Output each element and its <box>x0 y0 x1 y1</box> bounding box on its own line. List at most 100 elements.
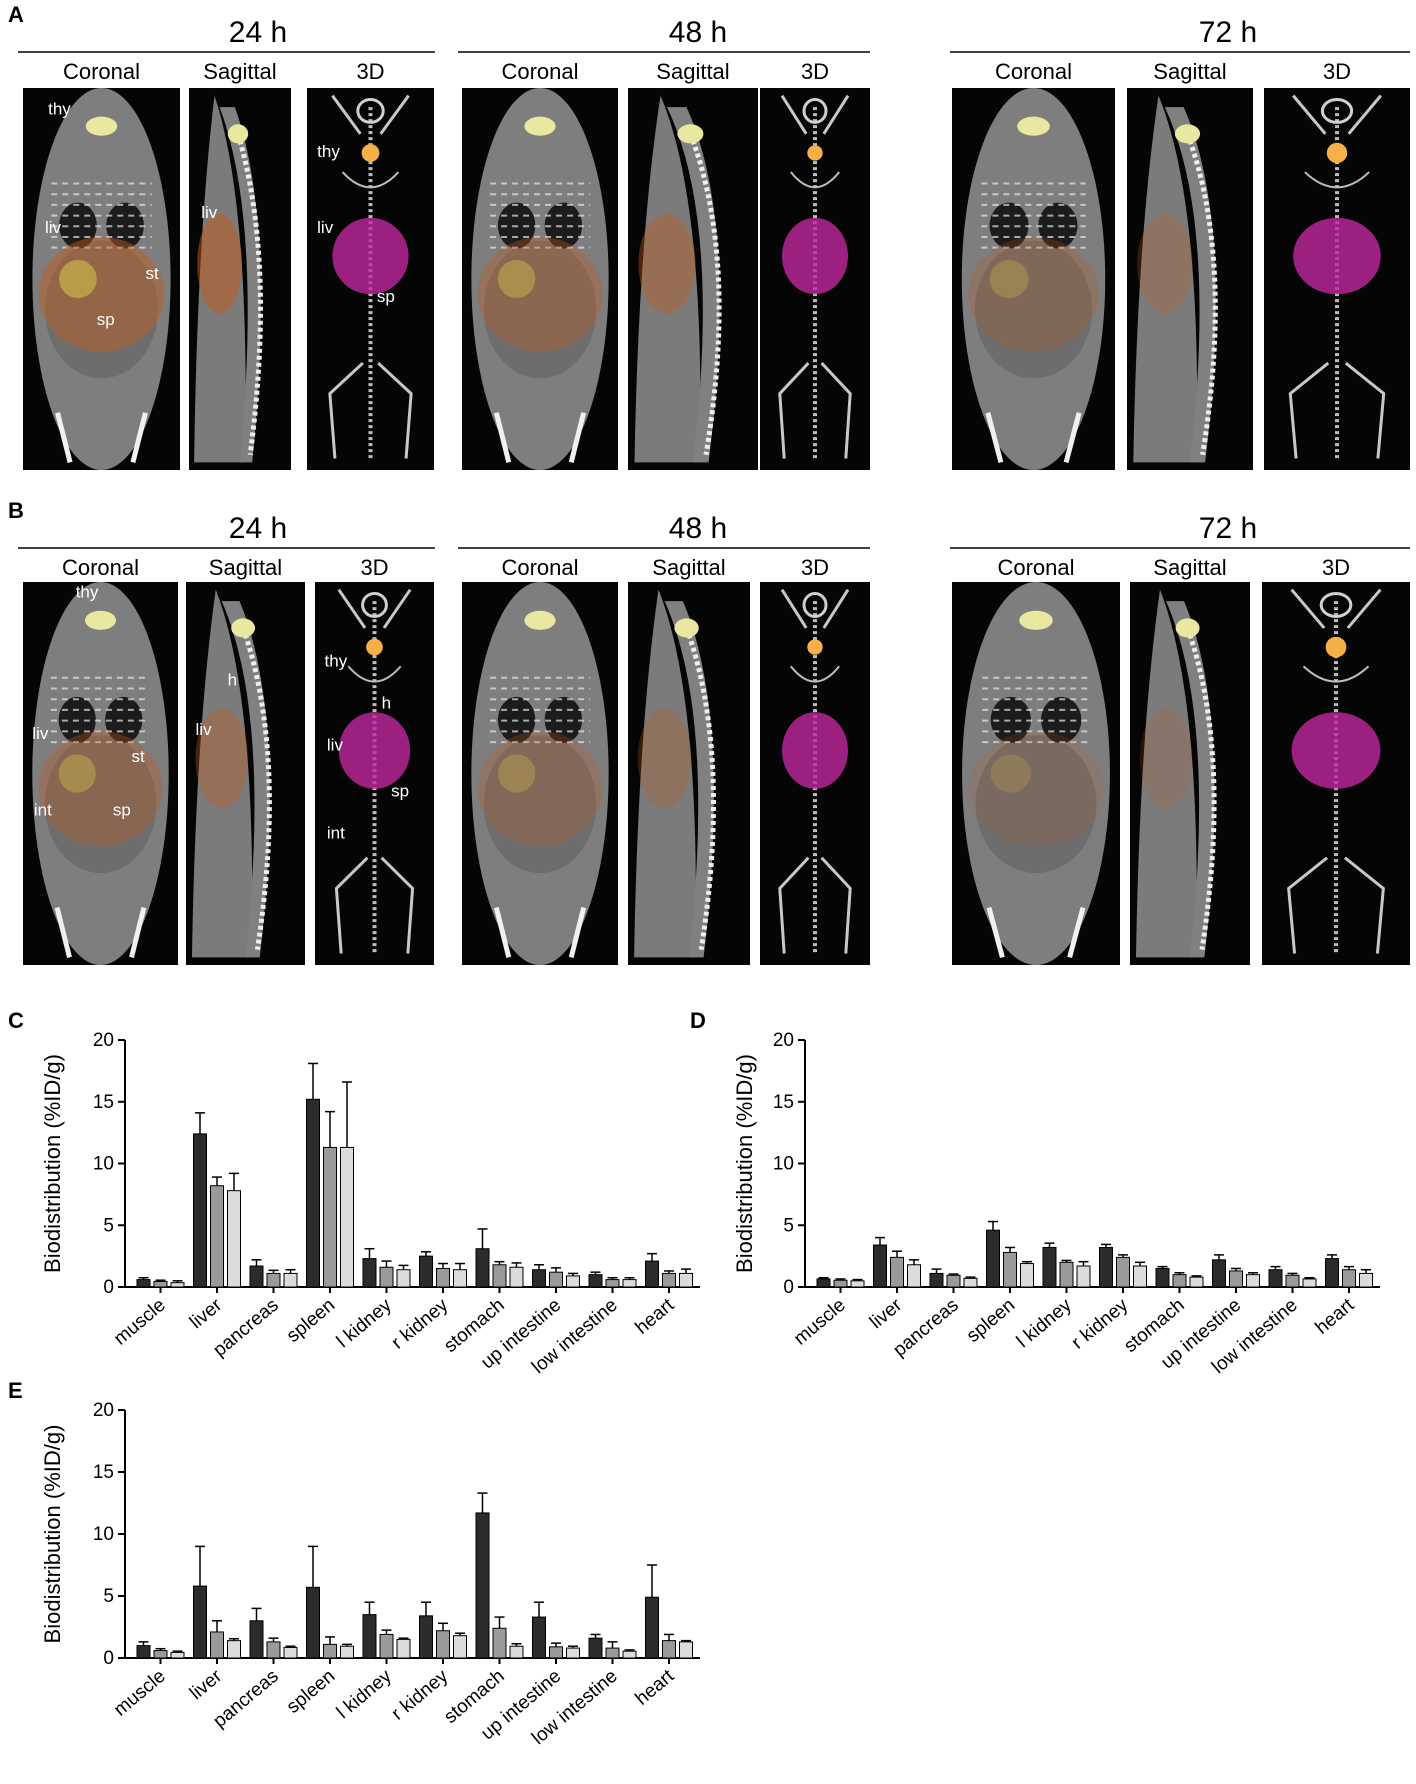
y-axis-label: Biodistribution (%ID/g) <box>40 1425 65 1644</box>
skeleton-forelimbs <box>780 94 850 135</box>
thyroid-uptake <box>1019 610 1053 630</box>
thyroid-uptake <box>231 618 256 638</box>
skeleton-ribs <box>790 171 840 189</box>
bar <box>1325 1258 1339 1288</box>
bar <box>662 1640 676 1659</box>
organ-label: thy <box>317 142 340 161</box>
skeleton-forelimbs <box>331 94 410 135</box>
thyroid-uptake <box>807 145 823 161</box>
view-label: 3D <box>1323 59 1351 84</box>
liver-hotspot <box>59 259 97 299</box>
femur-left <box>55 412 73 463</box>
skeleton-skull <box>361 591 388 618</box>
femur-right <box>568 906 587 958</box>
y-tick-label: 0 <box>783 1277 794 1298</box>
bar <box>929 1272 944 1288</box>
view-label: Sagittal <box>652 555 725 580</box>
x-tick-label: spleen <box>283 1666 339 1718</box>
thyroid-uptake <box>807 639 823 655</box>
bar <box>170 1651 185 1659</box>
scan-image <box>1264 88 1410 470</box>
organ-label: sp <box>391 781 409 800</box>
bar <box>850 1280 865 1288</box>
bar <box>453 1269 467 1288</box>
bar <box>379 1633 394 1659</box>
view-label: Coronal <box>63 59 140 84</box>
thyroid-uptake <box>85 116 118 136</box>
spine <box>688 132 722 456</box>
skeleton-ribs <box>341 171 400 189</box>
y-tick-label: 5 <box>103 1586 114 1607</box>
bar <box>622 1279 637 1288</box>
bar <box>210 1185 224 1288</box>
bar <box>873 1244 887 1288</box>
x-tick-label: spleen <box>283 1295 339 1347</box>
bar <box>549 1646 563 1659</box>
bar <box>396 1269 411 1288</box>
bar <box>890 1256 904 1288</box>
bar <box>396 1638 411 1659</box>
bar <box>1268 1269 1283 1288</box>
y-tick-label: 15 <box>93 1462 114 1483</box>
bar <box>1116 1256 1130 1288</box>
bar <box>588 1274 603 1288</box>
scan-image <box>1130 582 1250 965</box>
skeleton-ribs <box>1304 171 1370 189</box>
thyroid-uptake <box>1017 116 1050 136</box>
liver-uptake <box>477 236 603 352</box>
bar <box>153 1650 168 1659</box>
skeleton-hindlimbs <box>778 362 852 459</box>
liver-uptake <box>38 731 163 847</box>
bar <box>566 1647 580 1659</box>
panel-letter: D <box>690 1008 706 1033</box>
thyroid-uptake <box>366 638 383 656</box>
bar <box>622 1650 637 1659</box>
view-label: Sagittal <box>1153 555 1226 580</box>
view-label: Coronal <box>62 555 139 580</box>
view-label: Coronal <box>501 59 578 84</box>
scan-image <box>1262 582 1410 965</box>
bar <box>323 1643 337 1659</box>
bar <box>419 1255 433 1288</box>
x-tick-label: heart <box>1312 1294 1359 1338</box>
abdominal-uptake <box>782 712 848 789</box>
skeleton-ribs <box>1302 665 1370 683</box>
y-tick-label: 10 <box>773 1154 794 1175</box>
bar <box>475 1512 490 1659</box>
femur-left <box>493 412 512 463</box>
skeleton-skull <box>802 591 828 618</box>
liver-hotspot <box>989 259 1029 299</box>
skeleton-hindlimbs <box>1288 361 1386 459</box>
bar <box>1302 1278 1317 1288</box>
y-tick-label: 0 <box>103 1648 114 1669</box>
bar <box>1003 1251 1017 1288</box>
body-profile <box>634 589 696 958</box>
thyroid-uptake <box>674 618 699 638</box>
bar <box>509 1266 524 1288</box>
x-tick-label: liver <box>186 1665 227 1704</box>
skeleton-skull <box>1320 97 1354 124</box>
organ-label: h <box>228 670 237 689</box>
view-label: Sagittal <box>209 555 282 580</box>
bar <box>946 1274 961 1288</box>
scan-image <box>462 582 618 965</box>
x-tick-label: l kidney <box>1013 1294 1076 1352</box>
bar <box>436 1630 450 1659</box>
skeleton-forelimbs <box>780 588 850 629</box>
bar <box>1133 1265 1147 1288</box>
organ-label: liv <box>327 736 344 755</box>
bar <box>532 1269 546 1288</box>
skeleton-ribs <box>790 665 840 683</box>
skeleton-forelimbs <box>337 588 412 629</box>
bar <box>492 1627 507 1659</box>
view-label: Sagittal <box>203 59 276 84</box>
x-tick-label: l kidney <box>333 1665 396 1723</box>
bar <box>340 1146 354 1288</box>
scan-image: thy liv st int sp <box>23 582 178 965</box>
abdominal-uptake <box>1291 712 1381 789</box>
y-tick-label: 0 <box>103 1277 114 1298</box>
y-tick-label: 20 <box>773 1030 794 1051</box>
panel-letter: A <box>8 2 24 27</box>
femur-right <box>130 412 148 463</box>
y-tick-label: 10 <box>93 1154 114 1175</box>
